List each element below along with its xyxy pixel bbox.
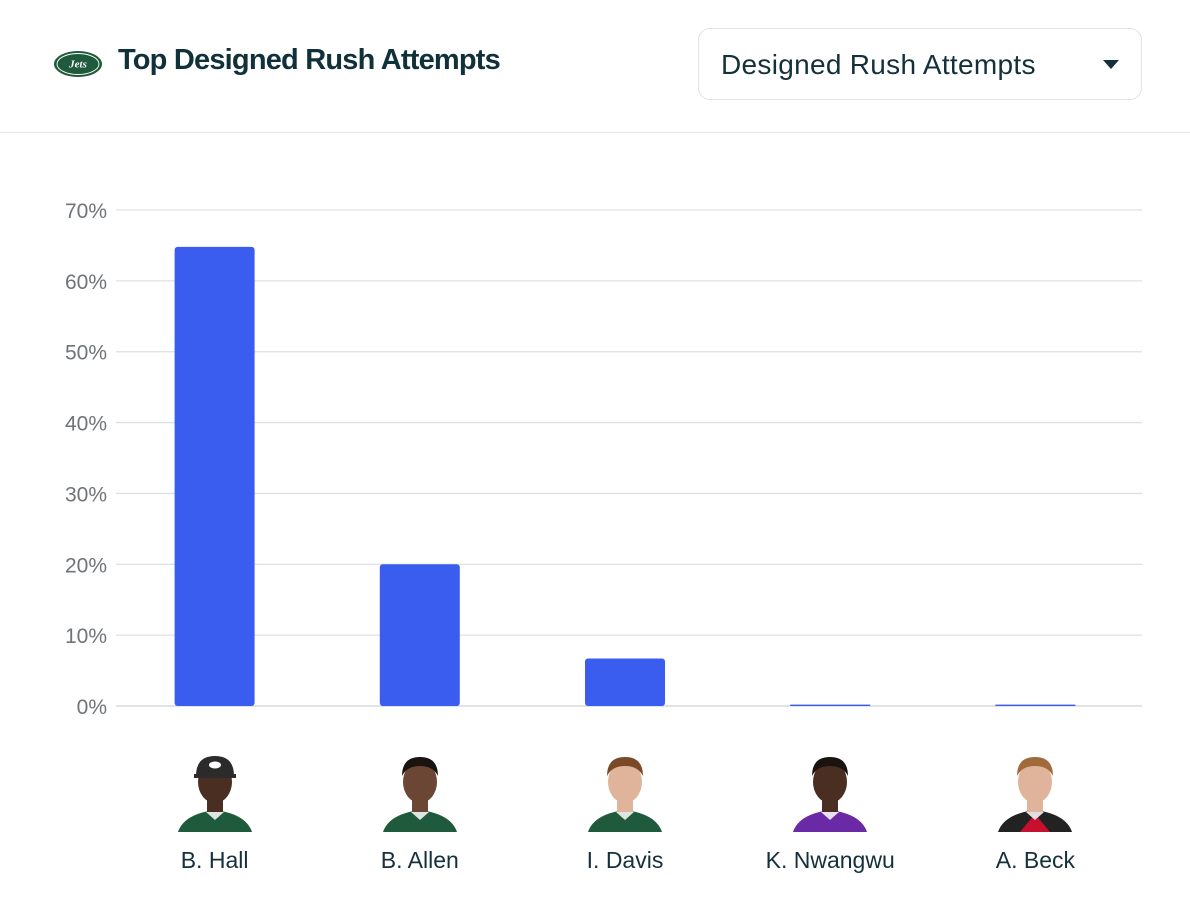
player-name: I. Davis: [586, 847, 664, 873]
player-name: B. Hall: [180, 847, 249, 873]
page-title: Top Designed Rush Attempts: [118, 44, 501, 76]
header: Jets Top Designed Rush Attempts Designed…: [0, 0, 1190, 133]
y-tick-label: 60%: [65, 271, 107, 294]
bar-b-hall[interactable]: [174, 246, 255, 706]
bar-a-beck[interactable]: [995, 704, 1076, 706]
jets-logo-icon: Jets: [54, 51, 102, 77]
player-label: K. Nwangwu: [720, 748, 940, 874]
y-tick-label: 50%: [65, 342, 107, 365]
svg-text:Jets: Jets: [68, 59, 87, 71]
jets-headshot-icon: [588, 757, 662, 832]
bar-chart: 0% 10% 20% 30% 40% 50% 60% 70%: [65, 200, 1142, 719]
y-tick-label: 0%: [77, 696, 107, 719]
player-label: A. Beck: [925, 748, 1145, 874]
y-tick-label: 40%: [65, 413, 107, 436]
player-label: B. Allen: [310, 748, 530, 874]
jets-headshot-icon: [177, 756, 252, 832]
player-name: A. Beck: [995, 847, 1076, 873]
metric-dropdown[interactable]: Designed Rush Attempts: [698, 28, 1142, 100]
bar-i-davis[interactable]: [585, 658, 665, 706]
dropdown-selected-value: Designed Rush Attempts: [721, 49, 1036, 80]
falcons-headshot-icon: [998, 757, 1073, 832]
chevron-down-icon: [1103, 60, 1119, 69]
player-label: I. Davis: [515, 748, 735, 874]
jets-headshot-icon: [382, 757, 457, 832]
bar-b-allen[interactable]: [379, 564, 460, 706]
y-tick-label: 30%: [65, 483, 107, 506]
vikings-headshot-icon: [793, 757, 868, 832]
y-tick-label: 70%: [65, 200, 107, 223]
player-name: K. Nwangwu: [765, 847, 895, 873]
player-name: B. Allen: [380, 847, 459, 873]
player-label: B. Hall: [105, 748, 325, 874]
y-tick-label: 10%: [65, 625, 107, 648]
chart-area: 0% 10% 20% 30% 40% 50% 60% 70%: [0, 134, 1190, 898]
y-tick-label: 20%: [65, 554, 107, 577]
bar-k-nwangwu[interactable]: [790, 704, 871, 706]
